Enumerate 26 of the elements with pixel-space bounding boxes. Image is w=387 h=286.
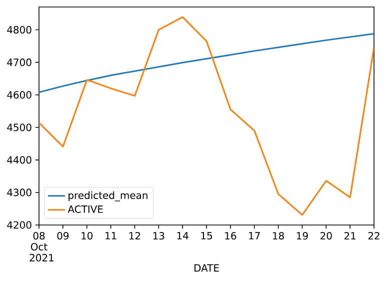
x-tick-label: 21 [344,232,356,240]
x-tick-label: 09 [57,232,69,240]
x-tick-label: 14 [177,232,188,240]
x-tick-label: 17 [249,232,260,240]
x-tick-label: 08 Oct 2021 [30,232,54,262]
y-tick-label: 4700 [7,58,32,66]
y-tick-label: 4800 [7,26,32,34]
y-tick-label: 4400 [7,156,32,164]
x-tick-label: 11 [106,232,116,240]
y-tick-label: 4300 [7,188,32,196]
x-tick-label: 15 [201,232,212,240]
x-tick-label: 16 [225,232,236,240]
x-tick-label: 12 [129,232,140,240]
legend-label: ACTIVE [68,205,103,213]
legend-label: predicted_mean [68,191,148,202]
y-tick-label: 4200 [7,221,32,229]
x-axis-title: DATE [194,264,219,272]
x-tick-label: 20 [320,232,332,240]
x-tick-label: 10 [82,232,93,240]
x-tick-label: 19 [296,232,308,240]
x-tick-label: 22 [368,232,380,240]
y-tick-label: 4500 [7,124,32,132]
x-tick-label: 18 [273,232,284,240]
y-tick-label: 4600 [7,91,32,99]
x-tick-label: 13 [153,232,164,240]
line-series [39,16,374,216]
